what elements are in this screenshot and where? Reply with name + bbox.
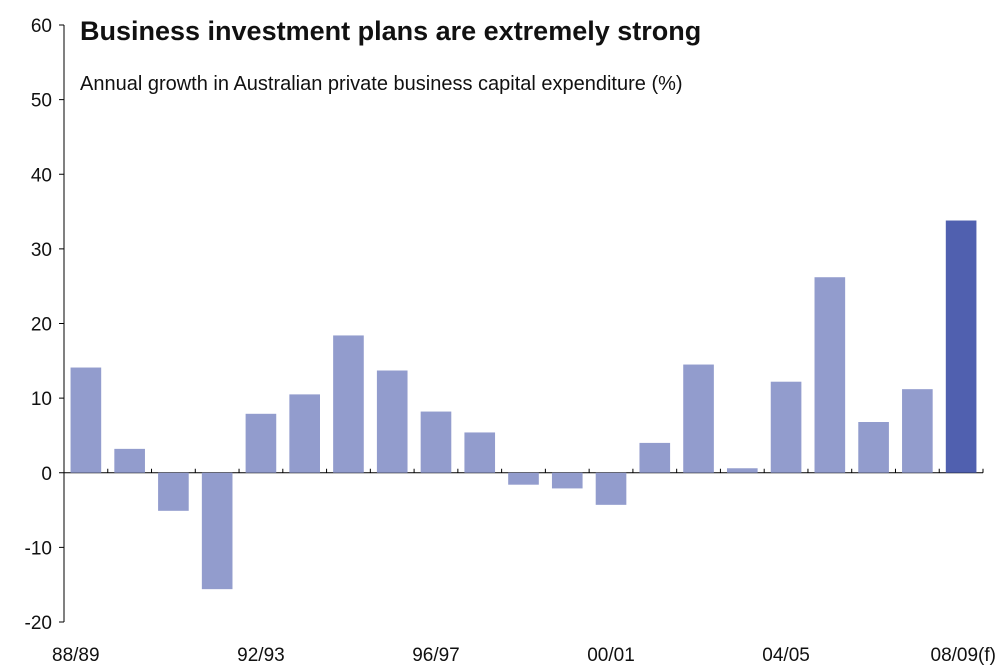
bar-03-04	[726, 468, 758, 473]
y-tick-label: 20	[31, 315, 52, 336]
bar-99-00	[551, 472, 583, 489]
x-tick-label: 96/97	[412, 645, 460, 666]
y-tick-label: 0	[41, 464, 52, 485]
bars	[70, 220, 977, 590]
chart-subtitle: Annual growth in Australian private busi…	[80, 73, 683, 95]
y-tick-labels: 60 50 40 30 20 10 0 -10 -20	[25, 16, 52, 634]
bar-92-93	[245, 413, 277, 473]
bar-02-03	[683, 364, 714, 473]
bar-91-92	[201, 472, 233, 590]
y-tick-label: -10	[25, 538, 52, 559]
x-tick-label: 04/05	[762, 645, 810, 666]
y-tick-label: 10	[31, 389, 52, 410]
bar-07-08	[902, 389, 933, 473]
bar-98-99	[508, 472, 539, 485]
x-tick-label: 08/09(f)	[931, 645, 996, 666]
y-tick-label: 30	[31, 240, 52, 261]
bar-95-96	[376, 370, 408, 473]
y-tick-label: 60	[31, 16, 52, 37]
bar-96-97	[420, 411, 452, 473]
bar-94-95	[333, 335, 364, 473]
bar-06-07	[858, 422, 889, 473]
bar-90-91	[158, 472, 189, 511]
bar-00-01	[595, 472, 627, 505]
bar-89-90	[114, 448, 145, 473]
bar-05-06	[814, 277, 846, 473]
bar-04-05	[770, 381, 802, 473]
bar-93-94	[289, 394, 320, 473]
x-tick-label: 00/01	[587, 645, 635, 666]
x-tick-label: 92/93	[237, 645, 285, 666]
bar-08-09-f	[945, 220, 977, 473]
y-tick-label: -20	[25, 613, 52, 634]
chart-title: Business investment plans are extremely …	[80, 16, 701, 46]
y-axis	[59, 24, 65, 623]
bar-01-02	[639, 442, 671, 473]
x-tick-labels: 88/89 92/93 96/97 00/01 04/05 08/09(f)	[52, 645, 996, 666]
y-tick-label: 40	[31, 165, 52, 186]
bar-97-98	[464, 432, 496, 473]
x-tick-label: 88/89	[52, 645, 100, 666]
y-tick-label: 50	[31, 91, 52, 112]
bar-88-89	[70, 367, 102, 473]
